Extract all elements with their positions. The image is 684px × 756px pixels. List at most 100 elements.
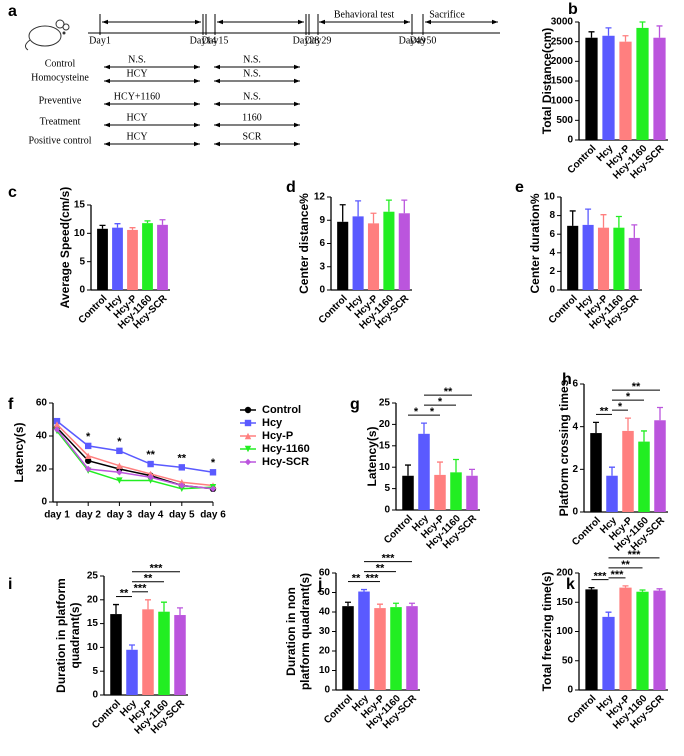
bar: [606, 475, 618, 512]
significance-label: ***: [134, 583, 148, 595]
error-bar: [625, 417, 631, 431]
group-second: 1160: [242, 112, 262, 123]
bar: [582, 224, 594, 290]
y-tick-label: 0: [567, 685, 573, 696]
bar: [390, 607, 402, 690]
significance-label: *: [626, 391, 631, 403]
error-bar: [345, 601, 351, 607]
point: [178, 464, 185, 471]
y-tick-label: 5: [92, 666, 98, 677]
y-tick-label: 25: [379, 398, 391, 409]
point: [53, 426, 61, 433]
y-tick-label: 0: [41, 497, 47, 508]
group-first: HCY: [126, 131, 147, 142]
y-tick-label: 20: [87, 594, 99, 605]
point: [178, 485, 185, 492]
significance-label: **: [178, 452, 187, 464]
day-label: Day14: [190, 35, 217, 46]
y-tick-label: 8: [549, 210, 555, 221]
group-label: Treatment: [40, 116, 81, 127]
y-tick-label: 25: [87, 571, 99, 582]
legend-label: Hcy: [262, 417, 283, 429]
error-bar: [129, 644, 135, 650]
y-tick-label: 40: [36, 431, 48, 442]
error-bar: [453, 458, 459, 473]
y-tick-label: 60: [36, 398, 48, 409]
x-tick-label: day 2: [75, 510, 101, 521]
bar: [653, 37, 666, 140]
legend-marker: [244, 419, 252, 427]
y-axis-label: Center duration%: [528, 193, 542, 293]
y-tick-label: 0: [549, 285, 555, 296]
significance-label: ***: [366, 572, 380, 584]
point: [53, 421, 61, 428]
y-axis-label: Platform crossing times: [557, 379, 571, 516]
error-bar: [609, 466, 615, 476]
error-bar: [657, 406, 663, 421]
point: [85, 465, 92, 473]
day-label: Day15: [202, 35, 229, 46]
error-bar: [114, 223, 121, 228]
significance-label: *: [86, 431, 91, 443]
bar: [174, 615, 186, 695]
bar: [142, 609, 154, 695]
group-first: HCY: [126, 112, 147, 123]
y-axis-label: Total Distance(cm): [540, 28, 554, 134]
y-tick-label: 6: [319, 238, 325, 249]
x-tick-label: day 4: [138, 510, 164, 521]
bar: [398, 213, 410, 290]
significance-label: **: [352, 572, 361, 584]
error-bar: [569, 210, 576, 226]
y-tick-label: 10: [319, 665, 331, 676]
bar: [628, 237, 640, 290]
significance-label: *: [117, 436, 122, 448]
y-tick-label: 0: [319, 285, 325, 296]
x-tick-label: Control: [77, 293, 110, 326]
x-tick-label: day 6: [200, 510, 226, 521]
group-first: HCY+1160: [114, 91, 160, 102]
y-tick-label: 10: [74, 228, 86, 239]
y-tick-label: 4: [572, 421, 578, 432]
bar: [112, 227, 123, 290]
legend-marker: [244, 445, 252, 453]
y-tick-label: 50: [562, 655, 574, 666]
day-label: Day29: [305, 35, 332, 46]
group-label: Homocysteine: [31, 72, 89, 83]
error-bar: [622, 585, 629, 588]
y-tick-label: 20: [379, 419, 391, 430]
y-tick-label: 2: [549, 266, 555, 277]
y-tick-label: 2: [572, 464, 578, 475]
error-bar: [421, 422, 427, 434]
error-bar: [339, 204, 346, 222]
group-first: N.S.: [128, 54, 146, 65]
panel-letter: h: [562, 371, 572, 388]
bar: [110, 614, 122, 695]
point: [85, 452, 92, 459]
bar: [613, 227, 625, 290]
error-bar: [370, 212, 377, 224]
significance-label: **: [444, 386, 453, 398]
y-tick-label: 12: [314, 192, 326, 203]
y-tick-label: 5: [79, 256, 85, 267]
y-tick-label: 3000: [551, 17, 574, 28]
error-bar: [159, 219, 166, 225]
point: [116, 469, 123, 476]
bar: [567, 225, 579, 290]
y-tick-label: 30: [319, 626, 331, 637]
legend-label: Hcy-SCR: [262, 456, 309, 468]
x-tick-label: Control: [547, 293, 580, 326]
significance-label: ***: [628, 549, 642, 561]
group-second: N.S.: [243, 68, 261, 79]
point: [178, 482, 185, 489]
x-tick-label: Control: [382, 513, 415, 546]
bar: [352, 216, 364, 290]
y-tick-label: 6: [572, 379, 578, 390]
significance-label: *: [430, 406, 435, 418]
significance-label: ***: [594, 571, 608, 583]
error-bar: [622, 35, 629, 42]
y-tick-label: 4: [549, 247, 555, 258]
panel-letter: e: [515, 179, 524, 196]
y-tick-label: 500: [556, 115, 573, 126]
